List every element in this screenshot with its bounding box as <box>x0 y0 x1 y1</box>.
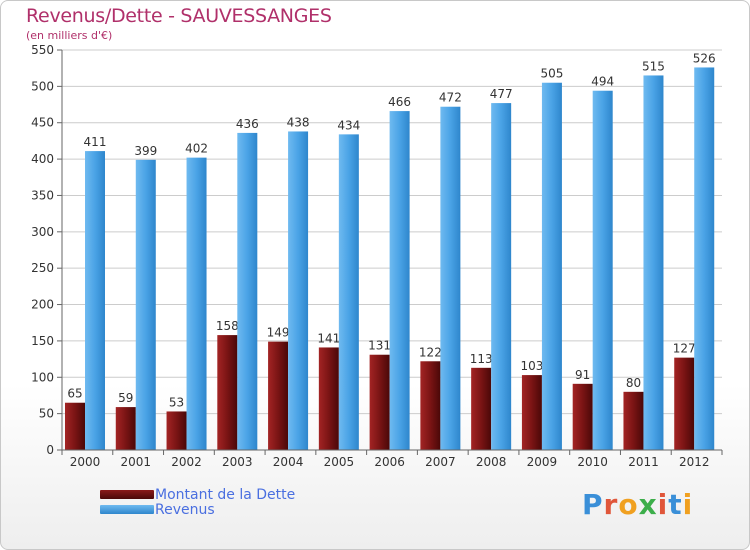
legend-label-revenus: Revenus <box>155 502 215 518</box>
bars: 65 411 59 399 53 402 158 436 149 438 141 434 131 466 1… <box>65 51 716 451</box>
data-label-dette: 65 <box>67 387 82 401</box>
bar-revenus <box>694 67 715 451</box>
bar-revenus <box>135 159 156 450</box>
bar-revenus <box>186 157 207 451</box>
bar-dette <box>369 354 390 450</box>
x-tick-label: 2003 <box>222 455 253 469</box>
bar-dette <box>217 335 238 450</box>
bar-revenus <box>491 103 512 450</box>
data-label-revenus: 399 <box>134 144 157 158</box>
bar-revenus <box>237 132 258 450</box>
bar-dette <box>521 375 542 450</box>
y-tick-label: 400 <box>31 152 54 166</box>
bar-dette <box>268 341 289 450</box>
bar-dette <box>318 347 339 450</box>
legend-swatch-dette <box>100 490 154 499</box>
data-label-revenus: 526 <box>693 51 716 65</box>
y-tick-label: 350 <box>31 188 54 202</box>
x-tick-label: 2009 <box>527 455 558 469</box>
bar-dette <box>115 407 136 450</box>
data-label-revenus: 402 <box>185 142 208 156</box>
bar-revenus <box>288 131 309 451</box>
y-tick-label: 550 <box>31 43 54 57</box>
bar-revenus <box>85 151 105 450</box>
bar-dette <box>471 367 492 450</box>
data-label-dette: 131 <box>368 339 391 353</box>
data-label-dette: 113 <box>470 352 493 366</box>
y-tick-label: 0 <box>46 443 54 457</box>
y-tick-label: 200 <box>31 298 54 312</box>
data-label-dette: 59 <box>118 391 133 405</box>
y-tick-label: 250 <box>31 261 54 275</box>
x-tick-label: 2005 <box>324 455 355 469</box>
y-tick-label: 500 <box>31 79 54 93</box>
data-label-revenus: 477 <box>490 87 513 101</box>
data-label-dette: 53 <box>169 395 184 409</box>
data-label-dette: 158 <box>216 319 239 333</box>
y-tick-label: 450 <box>31 116 54 130</box>
bar-revenus <box>440 106 461 451</box>
x-tick-label: 2001 <box>120 455 151 469</box>
x-tick-label: 2002 <box>171 455 202 469</box>
bar-dette <box>674 357 695 450</box>
data-label-revenus: 494 <box>591 75 614 89</box>
y-tick-label: 150 <box>31 334 54 348</box>
data-label-dette: 127 <box>673 342 696 356</box>
legend-swatch-revenus <box>100 505 154 514</box>
bar-dette <box>65 402 85 450</box>
chart-title: Revenus/Dette - SAUVESSANGES <box>26 5 332 27</box>
x-tick-label: 2012 <box>679 455 710 469</box>
data-label-revenus: 466 <box>388 95 411 109</box>
bar-revenus <box>541 82 562 451</box>
data-label-revenus: 515 <box>642 59 665 73</box>
bar-dette <box>420 361 441 450</box>
x-tick-label: 2011 <box>628 455 659 469</box>
bar-revenus <box>643 75 664 451</box>
legend-label-dette: Montant de la Dette <box>155 487 296 503</box>
y-tick-label: 50 <box>39 407 54 421</box>
bar-revenus <box>338 134 359 450</box>
data-label-dette: 149 <box>267 326 290 340</box>
data-label-revenus: 434 <box>337 118 360 132</box>
x-tick-label: 2000 <box>70 455 101 469</box>
chart-subtitle: (en milliers d'€) <box>26 29 113 42</box>
data-label-dette: 122 <box>419 345 442 359</box>
proxiti-logo: Proxiti <box>582 488 694 521</box>
data-label-dette: 141 <box>317 331 340 345</box>
data-label-revenus: 438 <box>287 115 310 129</box>
data-label-revenus: 472 <box>439 91 462 105</box>
x-tick-label: 2004 <box>273 455 304 469</box>
data-label-dette: 91 <box>575 368 590 382</box>
bar-dette <box>572 383 593 450</box>
x-axis: 2000 2001 2002 2003 2004 2005 2006 2007 2008 2009… <box>61 449 723 469</box>
data-label-revenus: 505 <box>540 67 563 81</box>
y-axis: 0 50 100 150 200 250 300 350 400 450 500 550 <box>31 43 63 457</box>
data-label-revenus: 411 <box>84 135 107 149</box>
x-tick-label: 2006 <box>374 455 405 469</box>
bar-revenus <box>592 90 613 451</box>
data-label-dette: 80 <box>626 376 641 390</box>
data-label-revenus: 436 <box>236 117 259 131</box>
y-tick-label: 100 <box>31 370 54 384</box>
bar-dette <box>166 411 187 450</box>
x-tick-label: 2007 <box>425 455 456 469</box>
bar-dette <box>623 391 644 450</box>
x-tick-label: 2010 <box>577 455 608 469</box>
y-tick-label: 300 <box>31 225 54 239</box>
x-tick-label: 2008 <box>476 455 507 469</box>
data-label-dette: 103 <box>520 359 543 373</box>
bar-revenus <box>389 111 410 450</box>
